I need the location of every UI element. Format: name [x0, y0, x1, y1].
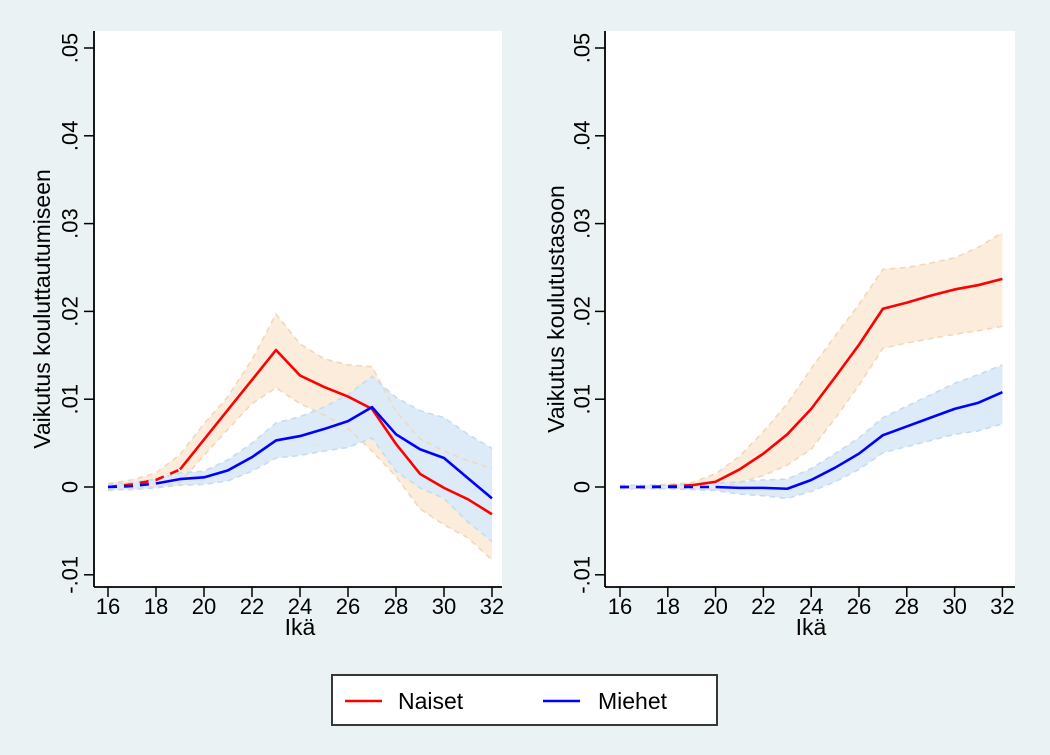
x-tick-label: 28 [895, 594, 919, 619]
ci-edge-upper-naiset [107, 312, 493, 485]
ci-edge-lower-miehet [620, 423, 1003, 500]
line-naiset [178, 348, 493, 516]
y-tick-label: -.01 [570, 556, 595, 594]
y-tick-label: .01 [58, 384, 83, 415]
y-axis-title-left: Vaikutus kouluttautumiseen [29, 169, 55, 449]
panel-right: -.01 0 .01 .02 .03 .04 .05 16 18 20 22 24 26 28 30 32 V… [543, 31, 1015, 640]
x-tick-label: 18 [656, 594, 680, 619]
x-tick-label: 20 [703, 594, 727, 619]
ci-edge-lower-naiset [107, 386, 493, 561]
x-tick-label: 26 [847, 594, 871, 619]
y-tick-label: -.01 [58, 556, 83, 594]
y-tick-label: .04 [570, 121, 595, 152]
line-naiset [691, 277, 1003, 487]
x-tick-label: 16 [96, 594, 120, 619]
x-tick-label: 18 [144, 594, 168, 619]
panel-left-plot: -.01 0 .01 .02 .03 .04 .05 16 18 20 22 24 26 28 30 32 [58, 31, 504, 619]
x-tick-label: 22 [751, 594, 775, 619]
x-tick-label: 24 [799, 594, 823, 619]
legend-item-miehet: Miehet [543, 688, 668, 714]
x-tick-label: 32 [990, 594, 1014, 619]
y-tick-label: .01 [570, 384, 595, 415]
x-tick-label: 16 [608, 594, 632, 619]
y-tick-label: .05 [570, 33, 595, 64]
y-tick-label: .02 [570, 296, 595, 327]
legend-item-naiset: Naiset [345, 688, 464, 714]
panel-right-plot: -.01 0 .01 .02 .03 .04 .05 16 18 20 22 24 26 28 30 32 [570, 31, 1015, 619]
panel-left: -.01 0 .01 .02 .03 .04 .05 16 18 20 22 24 26 28 30 32 V… [29, 31, 504, 640]
y-tick-label: .05 [58, 33, 83, 64]
y-tick-label: .02 [58, 296, 83, 327]
y-axis-title-right: Vaikutus koulutustasoon [543, 185, 569, 433]
legend-label-miehet: Miehet [598, 688, 668, 714]
x-tick-label: 22 [240, 594, 264, 619]
x-tick-label: 30 [942, 594, 966, 619]
y-tick-label: 0 [58, 481, 83, 493]
ci-edge-upper-miehet [107, 375, 493, 486]
x-tick-label: 30 [432, 594, 456, 619]
ci-edge-upper-naiset [620, 231, 1003, 487]
y-tick-label: .03 [58, 208, 83, 239]
legend: Naiset Miehet [331, 674, 718, 726]
legend-box [331, 674, 718, 726]
y-tick-label: .03 [570, 208, 595, 239]
line-miehet [155, 405, 493, 500]
y-tick-label: 0 [570, 481, 595, 493]
line-miehet-dashed [107, 482, 157, 489]
y-tick-label: .04 [58, 121, 83, 152]
x-tick-label: 32 [480, 594, 504, 619]
ci-edge-upper-miehet [620, 364, 1003, 487]
ci-edge-lower-miehet [108, 436, 493, 543]
legend-label-naiset: Naiset [398, 688, 464, 714]
x-tick-label: 28 [384, 594, 408, 619]
x-axis-title-left: Ikä [285, 614, 316, 640]
x-tick-label: 26 [336, 594, 360, 619]
ci-band-miehet [108, 376, 492, 542]
x-tick-label: 24 [288, 594, 312, 619]
ci-band-naiset [620, 232, 1003, 490]
x-axis-title-right: Ikä [796, 614, 827, 640]
line-miehet [715, 390, 1003, 491]
x-tick-label: 20 [192, 594, 216, 619]
ci-band-miehet [620, 364, 1003, 499]
line-naiset-dashed [107, 468, 181, 489]
